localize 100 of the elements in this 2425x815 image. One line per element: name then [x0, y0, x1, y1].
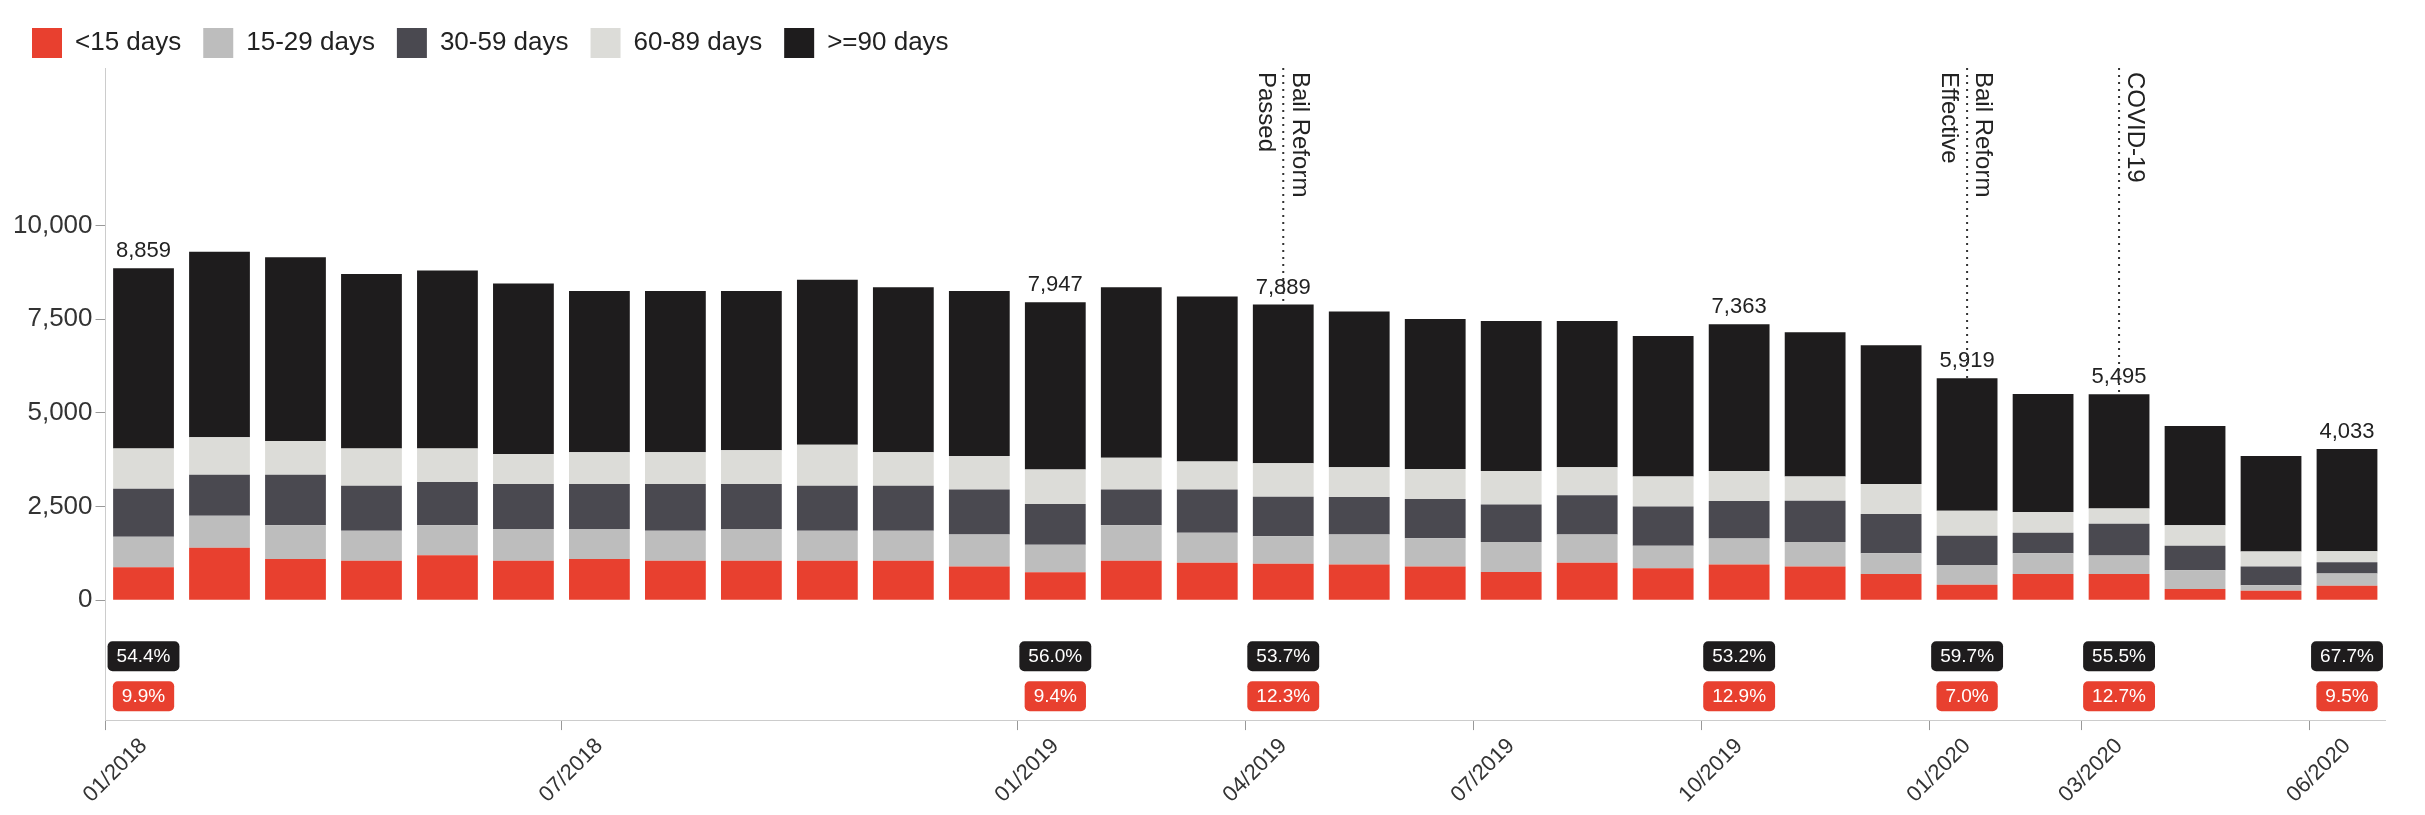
total-label: 4,033: [2319, 418, 2375, 444]
legend-label: >=90 days: [827, 26, 949, 57]
bar: [1708, 564, 1770, 600]
bar: [113, 536, 174, 568]
annotation: 9.9%: [121, 685, 166, 707]
bar: [1252, 463, 1314, 497]
bar: [113, 268, 174, 449]
bar: [189, 474, 250, 516]
bar: [113, 448, 174, 489]
bar: [265, 525, 326, 559]
bar: [2088, 555, 2150, 575]
bar: [1860, 513, 1922, 554]
bar: [493, 283, 554, 455]
bar: [1176, 461, 1238, 490]
bar: [493, 454, 554, 484]
bar: [720, 484, 782, 529]
bar: [2088, 508, 2150, 524]
bar: [1024, 469, 1086, 504]
bar: [1860, 573, 1922, 600]
bar: [265, 440, 326, 475]
bar: [2012, 553, 2074, 574]
bar: [1404, 538, 1466, 567]
bar: [2012, 573, 2074, 600]
y-tick-label: 0: [78, 583, 93, 614]
bar: [720, 450, 782, 484]
bar: [2088, 394, 2150, 509]
bar: [1100, 489, 1162, 526]
bar: [1784, 476, 1846, 501]
bar: [645, 452, 706, 484]
bar: [2164, 545, 2226, 571]
bar: [2316, 573, 2378, 586]
annotation: 12.7%: [2092, 685, 2147, 707]
annotation: 7.0%: [1945, 685, 1989, 707]
bar: [796, 560, 858, 600]
bar: [569, 484, 630, 529]
bar: [569, 558, 630, 600]
total-label: 7,889: [1255, 273, 1311, 299]
bar: [2316, 562, 2378, 574]
bar: [872, 287, 934, 453]
bar: [2316, 551, 2378, 563]
bar: [1176, 489, 1238, 533]
bar: [872, 452, 934, 486]
bar: [1480, 320, 1542, 471]
bar: [1936, 584, 1998, 600]
bar: [189, 515, 250, 548]
ref-line-label: Bail Reform Effective: [1937, 72, 1999, 198]
legend-label: <15 days: [75, 26, 182, 57]
bar: [189, 547, 250, 600]
bar: [265, 257, 326, 441]
annotation: 9.4%: [1033, 685, 1078, 707]
bar: [720, 290, 782, 451]
total-label: 5,495: [2091, 363, 2147, 389]
bar: [1480, 504, 1542, 543]
annotation: 12.3%: [1256, 685, 1311, 707]
bar: [1860, 345, 1922, 484]
bar: [1252, 304, 1314, 464]
bar: [872, 485, 934, 531]
bar: [1252, 536, 1314, 564]
bar: [341, 274, 402, 449]
bar: [1556, 562, 1618, 600]
bar: [948, 566, 1010, 600]
bar: [645, 290, 706, 453]
bar: [2240, 585, 2302, 591]
annotation: 56.0%: [1028, 645, 1083, 667]
bar: [1556, 534, 1618, 563]
bar: [1708, 501, 1770, 539]
bar: [1480, 470, 1542, 505]
bar: [1176, 296, 1238, 462]
bar: [417, 270, 478, 449]
bar: [2012, 532, 2074, 554]
bar: [948, 455, 1010, 490]
bar: [1024, 503, 1086, 545]
bar: [1632, 568, 1694, 600]
bar: [1480, 572, 1542, 600]
bar: [1632, 476, 1694, 507]
annotation: 59.7%: [1940, 645, 1995, 667]
bar: [948, 534, 1010, 567]
y-tick-label: 7,500: [27, 302, 93, 333]
bar: [1632, 335, 1694, 477]
total-label: 7,947: [1027, 271, 1083, 297]
total-label: 5,919: [1939, 347, 1995, 373]
bar: [341, 530, 402, 561]
bar: [1404, 469, 1466, 499]
y-tick-label: 2,500: [27, 489, 93, 520]
bar: [1708, 471, 1770, 502]
bar: [1328, 564, 1390, 600]
bar: [645, 484, 706, 531]
bar: [1480, 542, 1542, 573]
bar: [2164, 570, 2226, 589]
bar: [189, 251, 250, 438]
bar: [1860, 553, 1922, 574]
bar: [948, 489, 1010, 535]
bar: [1404, 319, 1466, 469]
bar: [2240, 566, 2302, 586]
bar: [1024, 302, 1086, 470]
bar: [1024, 544, 1086, 573]
bar: [493, 484, 554, 529]
bar: [341, 560, 402, 600]
bar: [1100, 457, 1162, 490]
bar: [1556, 467, 1618, 496]
